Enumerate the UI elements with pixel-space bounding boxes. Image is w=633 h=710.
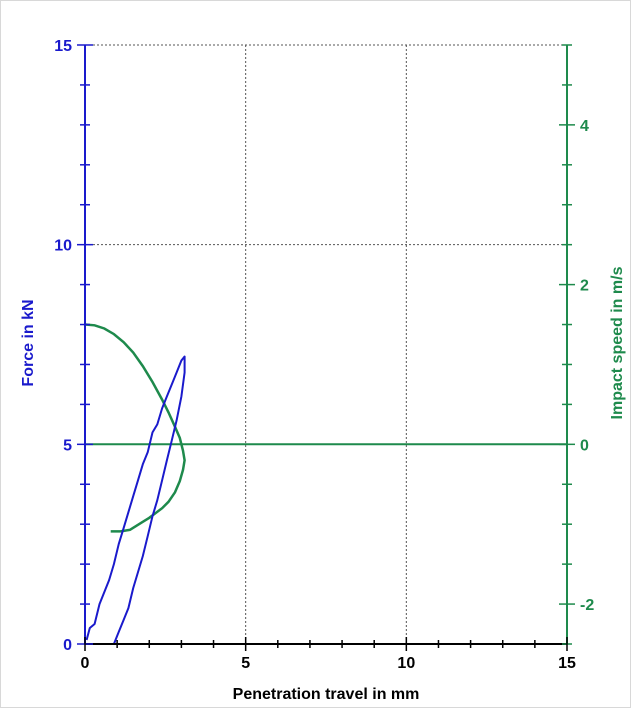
- y-tick-label: 5: [63, 437, 72, 454]
- curves: [84, 323, 567, 645]
- y-axis-title: Force in kN: [20, 299, 37, 386]
- grid: [85, 44, 568, 644]
- x-axis-title: Penetration travel in mm: [233, 686, 420, 703]
- y2-axis-title: Impact speed in m/s: [609, 266, 626, 419]
- y2-tick-label: 4: [580, 118, 589, 135]
- y-tick-label: 0: [63, 637, 72, 654]
- x-tick-label: 10: [397, 655, 415, 672]
- axes: [84, 45, 568, 645]
- y2-tick-label: -2: [580, 597, 594, 614]
- y2-tick-label: 0: [580, 437, 589, 454]
- y2-tick-label: 2: [580, 278, 589, 295]
- y-tick-label: 15: [54, 38, 72, 55]
- y-tick-label: 10: [54, 238, 72, 255]
- x-tick-label: 0: [81, 655, 90, 672]
- ticks: 0 5 10 15 -2 0 2 4 0 5 10 15: [54, 38, 594, 672]
- force-curve: [85, 355, 186, 645]
- x-tick-label: 15: [558, 655, 576, 672]
- x-tick-label: 5: [241, 655, 250, 672]
- speed-curve: [84, 323, 186, 533]
